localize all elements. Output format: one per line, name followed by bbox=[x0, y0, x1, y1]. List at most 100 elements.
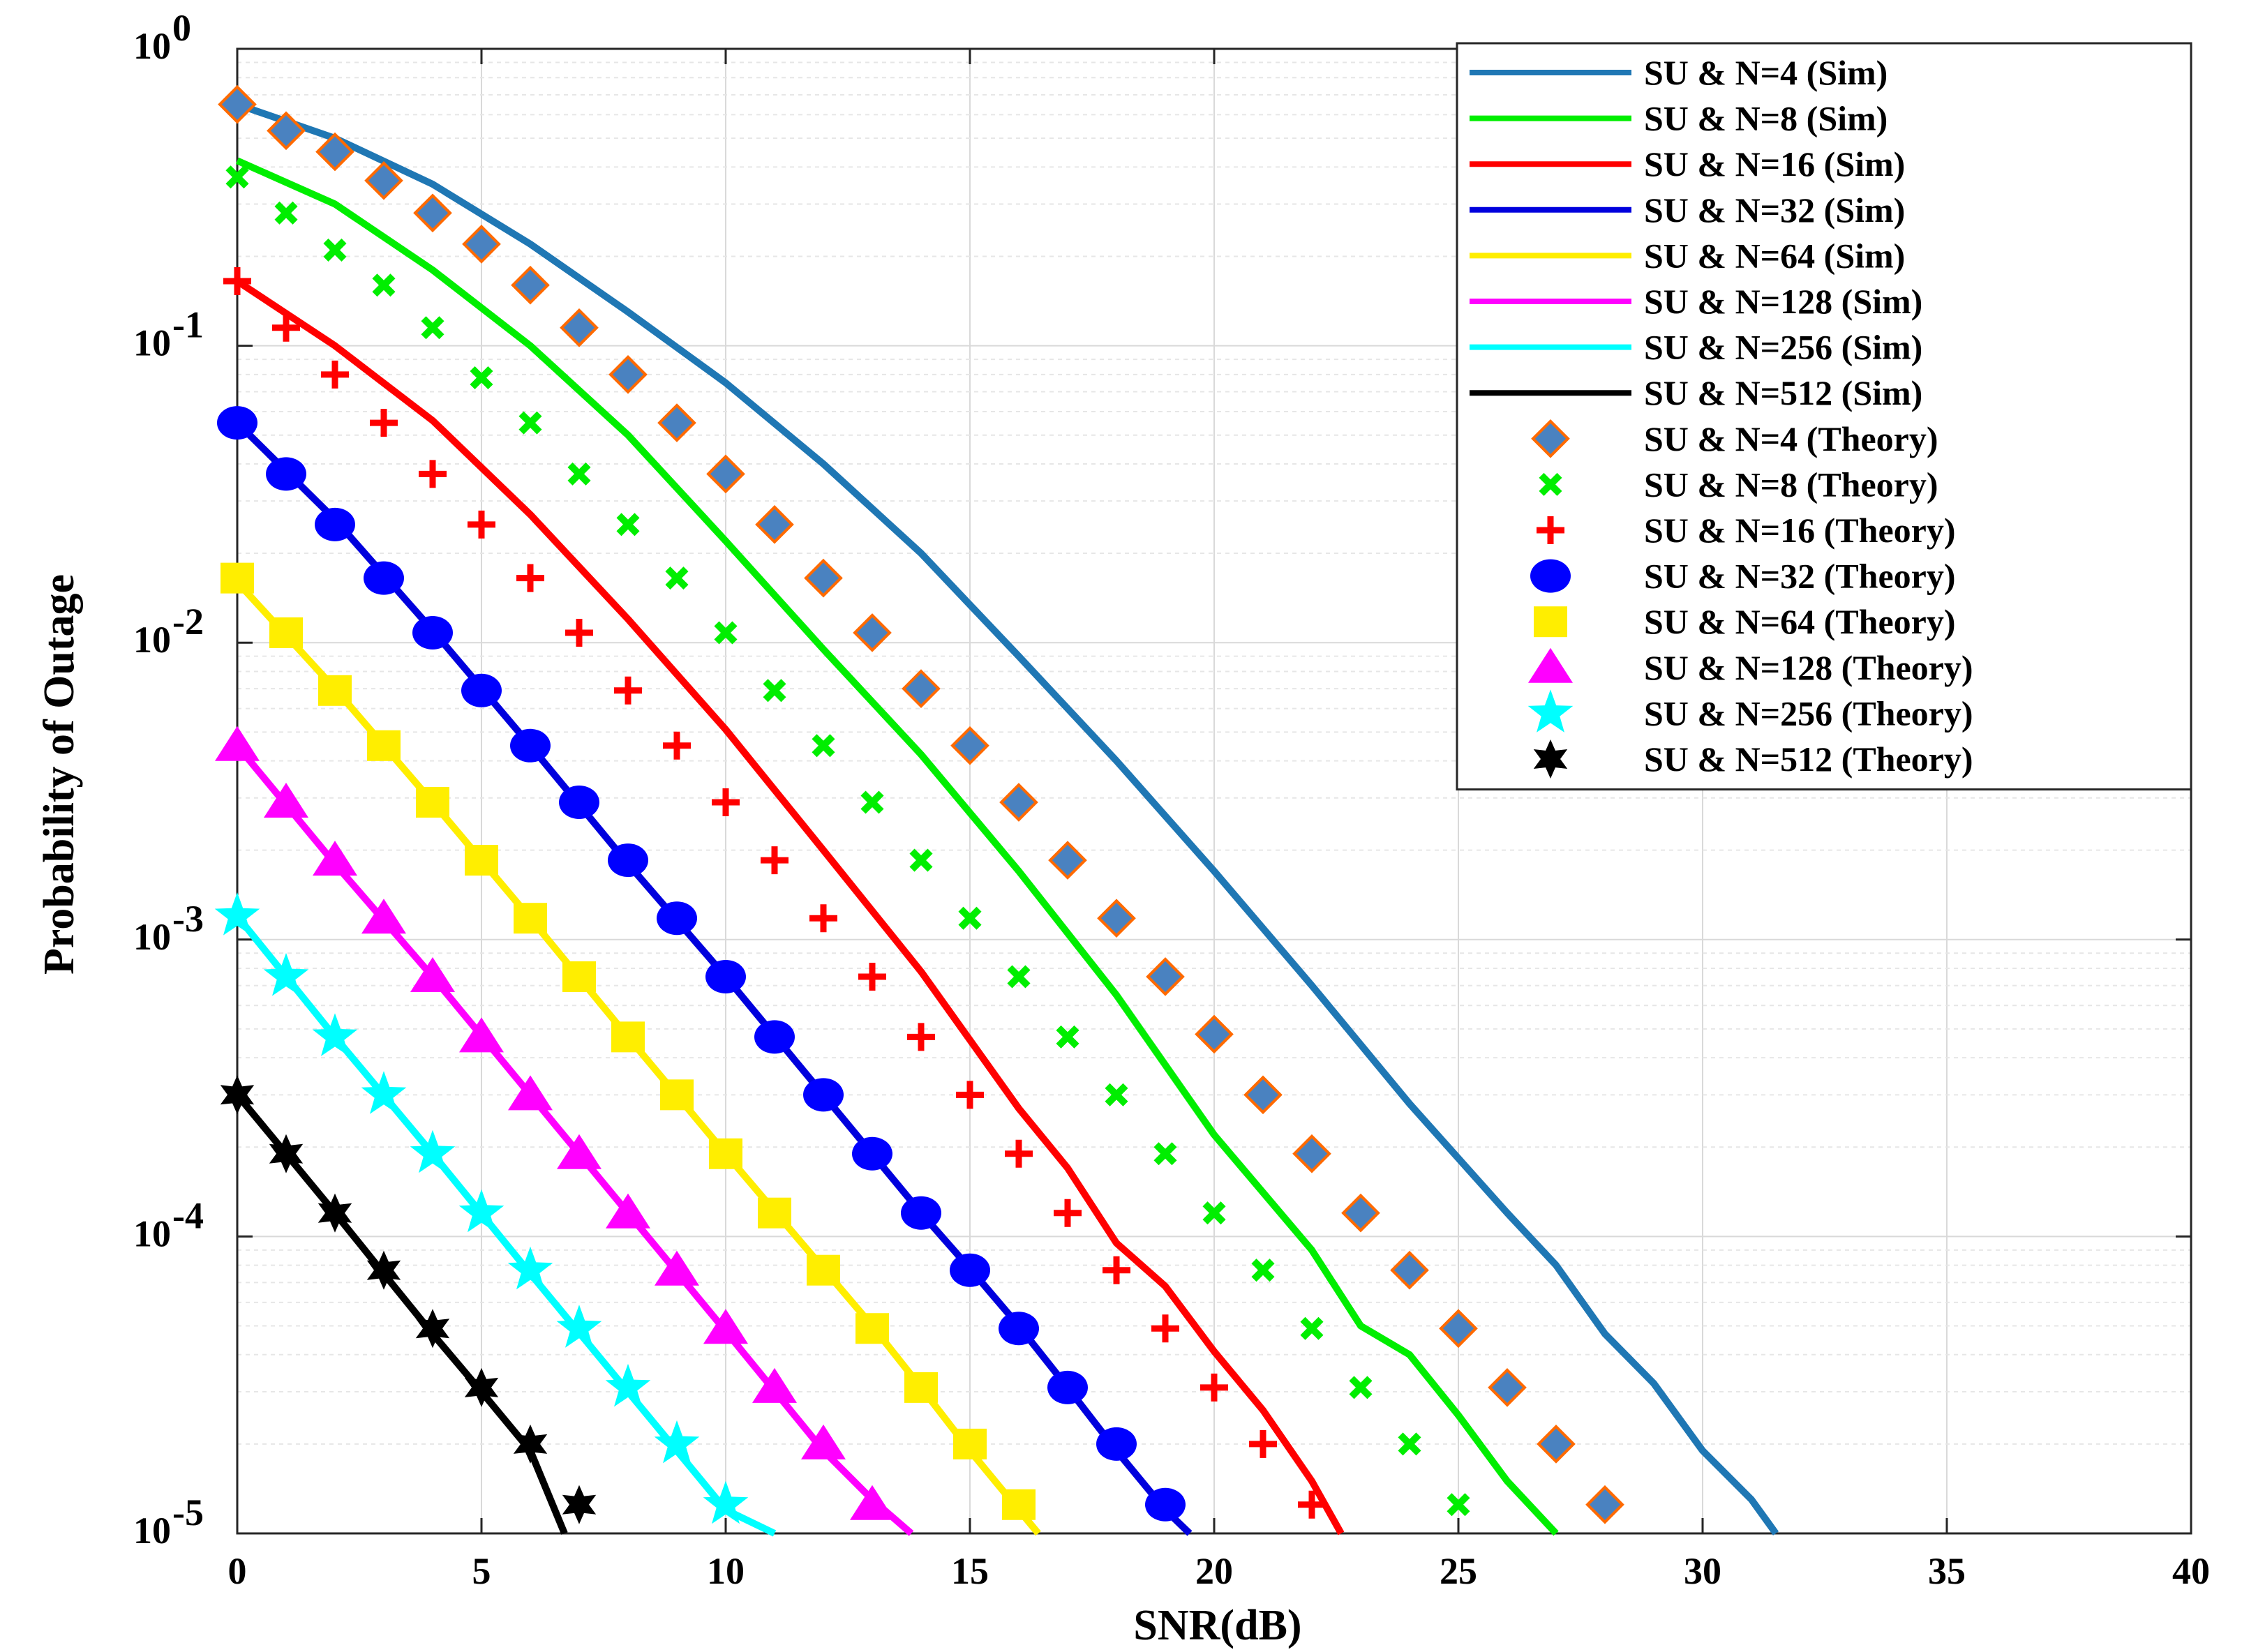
theory-marker bbox=[608, 843, 648, 878]
theory-marker bbox=[510, 728, 551, 763]
theory-marker bbox=[907, 1023, 935, 1051]
theory-marker bbox=[221, 562, 254, 594]
theory-marker bbox=[214, 892, 260, 936]
theory-marker bbox=[614, 676, 642, 705]
theory-marker bbox=[803, 1078, 844, 1112]
theory-marker bbox=[413, 193, 452, 233]
theory-marker bbox=[1105, 1083, 1128, 1106]
theory-marker bbox=[1447, 1493, 1470, 1517]
theory-marker bbox=[215, 726, 260, 761]
theory-marker bbox=[370, 409, 398, 437]
theory-marker bbox=[858, 962, 886, 991]
theory-marker bbox=[754, 1020, 795, 1054]
x-tick-label: 30 bbox=[1684, 1550, 1721, 1592]
theory-marker bbox=[1151, 1314, 1179, 1343]
theory-marker bbox=[465, 845, 498, 876]
theory-marker bbox=[1300, 1316, 1324, 1340]
theory-marker bbox=[410, 1129, 456, 1173]
theory-marker bbox=[312, 1013, 358, 1056]
theory-marker bbox=[812, 734, 835, 758]
theory-marker bbox=[1200, 1373, 1228, 1402]
y-tick-label: 10 bbox=[133, 25, 171, 67]
theory-marker bbox=[902, 669, 941, 708]
theory-marker bbox=[511, 265, 550, 305]
theory-marker bbox=[263, 953, 309, 996]
theory-marker bbox=[464, 1367, 499, 1407]
theory-marker bbox=[419, 460, 447, 488]
theory-marker bbox=[1145, 1487, 1186, 1522]
theory-marker bbox=[706, 454, 745, 494]
x-tick-label: 20 bbox=[1195, 1550, 1233, 1592]
theory-marker bbox=[266, 457, 306, 491]
theory-marker bbox=[660, 1079, 694, 1111]
theory-marker bbox=[1103, 1256, 1130, 1284]
theory-marker bbox=[1249, 1429, 1277, 1458]
theory-marker bbox=[461, 673, 502, 707]
y-tick-label: 10 bbox=[133, 619, 171, 661]
legend-marker-swatch bbox=[1530, 559, 1571, 593]
legend-entry-label: SU & N=32 (Sim) bbox=[1644, 190, 1905, 230]
theory-marker bbox=[1398, 1432, 1421, 1456]
theory-marker bbox=[1537, 1425, 1576, 1464]
legend-marker-swatch bbox=[1533, 739, 1568, 779]
theory-marker bbox=[468, 510, 495, 539]
theory-marker bbox=[372, 273, 396, 297]
theory-marker bbox=[313, 841, 357, 876]
y-tick-exponent: -1 bbox=[172, 304, 204, 346]
theory-marker bbox=[513, 1424, 548, 1464]
theory-marker bbox=[1097, 899, 1136, 938]
legend-entry-label: SU & N=4 (Theory) bbox=[1644, 419, 1938, 458]
theory-marker bbox=[367, 730, 401, 761]
theory-marker bbox=[1007, 965, 1031, 989]
theory-marker bbox=[361, 1071, 407, 1114]
theory-marker bbox=[807, 1254, 840, 1286]
theory-marker bbox=[605, 1363, 651, 1407]
theory-marker bbox=[1056, 1025, 1079, 1049]
sim-line bbox=[235, 278, 1345, 1535]
theory-marker bbox=[567, 462, 591, 486]
theory-marker bbox=[1002, 1489, 1036, 1520]
theory-marker bbox=[416, 787, 449, 818]
legend-entry-label: SU & N=64 (Theory) bbox=[1644, 602, 1956, 641]
legend-entry-label: SU & N=64 (Sim) bbox=[1644, 236, 1905, 275]
theory-marker bbox=[1243, 1075, 1283, 1115]
theory-marker bbox=[560, 308, 599, 347]
theory-marker bbox=[412, 615, 453, 649]
theory-series-markers bbox=[214, 84, 1624, 1524]
legend-marker-swatch bbox=[1537, 516, 1564, 544]
theory-marker bbox=[264, 783, 308, 818]
y-tick-exponent: -3 bbox=[172, 898, 204, 940]
x-axis-label: SNR(dB) bbox=[1133, 1602, 1301, 1649]
theory-marker bbox=[709, 1138, 742, 1169]
y-tick-label: 10 bbox=[133, 1212, 171, 1254]
legend-marker-swatch bbox=[1528, 647, 1573, 683]
legend-entry-label: SU & N=16 (Theory) bbox=[1644, 511, 1956, 550]
theory-marker bbox=[953, 1428, 987, 1459]
theory-marker bbox=[809, 904, 837, 933]
theory-marker bbox=[606, 1193, 650, 1229]
legend-entry-label: SU & N=256 (Sim) bbox=[1644, 328, 1922, 367]
theory-marker bbox=[364, 561, 404, 595]
theory-marker bbox=[1146, 957, 1185, 996]
theory-marker bbox=[1202, 1201, 1226, 1225]
theory-marker bbox=[804, 558, 843, 598]
theory-marker bbox=[315, 507, 355, 541]
theory-marker bbox=[462, 225, 501, 264]
theory-marker bbox=[755, 505, 794, 544]
theory-marker bbox=[421, 316, 444, 340]
y-tick-exponent: -4 bbox=[172, 1194, 204, 1236]
theory-marker bbox=[958, 906, 982, 930]
x-tick-label: 40 bbox=[2172, 1550, 2210, 1592]
theory-marker bbox=[714, 621, 738, 645]
x-tick-label: 10 bbox=[707, 1550, 745, 1592]
theory-marker bbox=[909, 848, 933, 872]
theory-marker bbox=[655, 1250, 699, 1286]
sim-line bbox=[236, 100, 1779, 1535]
theory-marker bbox=[225, 165, 249, 189]
theory-marker bbox=[1047, 1370, 1088, 1404]
theory-marker bbox=[703, 1480, 749, 1524]
theory-marker bbox=[364, 161, 403, 200]
y-tick-exponent: -2 bbox=[172, 601, 204, 643]
theory-marker bbox=[850, 1485, 895, 1520]
theory-marker bbox=[654, 1420, 700, 1464]
